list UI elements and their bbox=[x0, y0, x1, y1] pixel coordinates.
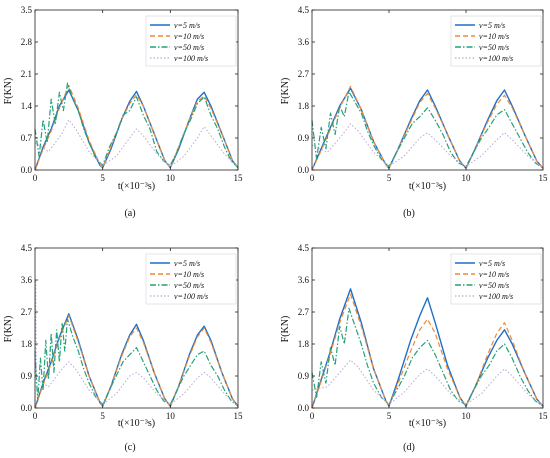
y-axis-label: F(KN) bbox=[3, 78, 14, 105]
y-tick-label: 3.5 bbox=[21, 5, 33, 15]
legend-label: v=5 m/s bbox=[479, 21, 505, 30]
series-line-2 bbox=[34, 315, 239, 409]
x-tick-label: 0 bbox=[310, 173, 315, 183]
series-line-1 bbox=[311, 288, 544, 409]
legend-label: v=5 m/s bbox=[174, 259, 200, 268]
x-tick-label: 10 bbox=[462, 173, 472, 183]
legend-label: v=50 m/s bbox=[174, 281, 204, 290]
legend: v=5 m/s v=10 m/s v=50 m/s v=100 m/s bbox=[450, 253, 542, 305]
x-tick-label: 10 bbox=[166, 411, 176, 421]
y-tick-label: 2.7 bbox=[298, 307, 310, 317]
x-tick-label: 10 bbox=[462, 411, 472, 421]
legend-label: v=50 m/s bbox=[479, 281, 509, 290]
x-tick-label: 10 bbox=[166, 173, 176, 183]
series-line-4 bbox=[34, 279, 239, 409]
y-tick-label: 4.5 bbox=[298, 243, 310, 253]
series-line-3 bbox=[311, 91, 544, 169]
y-tick-label: 2.7 bbox=[21, 307, 33, 317]
y-tick-label: 1.8 bbox=[298, 339, 310, 349]
x-tick-label: 15 bbox=[234, 173, 244, 183]
legend-label: v=10 m/s bbox=[479, 32, 509, 41]
panel-caption: (a) bbox=[124, 208, 135, 219]
y-tick-label: 0.9 bbox=[298, 371, 310, 381]
y-tick-label: 0.0 bbox=[298, 165, 310, 175]
x-axis-label: t(×10⁻³s) bbox=[118, 181, 155, 192]
y-tick-label: 4.5 bbox=[298, 5, 310, 15]
series-line-3 bbox=[34, 82, 239, 169]
legend-label: v=10 m/s bbox=[479, 270, 509, 279]
series-line-2 bbox=[311, 85, 544, 171]
legend-label: v=100 m/s bbox=[479, 292, 513, 301]
x-tick-label: 15 bbox=[539, 411, 549, 421]
legend-label: v=50 m/s bbox=[174, 43, 204, 52]
chart-panel-1: 0.0 0.7 1.4 2.1 2.8 3.5 0 5 10 15 t(×10⁻³s) F(KN) v=… bbox=[3, 5, 243, 219]
y-tick-label: 0.0 bbox=[298, 403, 310, 413]
legend: v=5 m/s v=10 m/s v=50 m/s v=100 m/s bbox=[450, 15, 542, 67]
y-tick-label: 2.1 bbox=[21, 69, 32, 79]
legend: v=5 m/s v=10 m/s v=50 m/s v=100 m/s bbox=[145, 15, 237, 67]
y-axis-label: F(KN) bbox=[280, 316, 291, 343]
x-tick-label: 0 bbox=[33, 173, 38, 183]
series-line-1 bbox=[311, 87, 544, 171]
plot-frame bbox=[311, 247, 544, 409]
series-line-3 bbox=[34, 318, 239, 407]
x-axis-label: t(×10⁻³s) bbox=[409, 418, 446, 429]
legend-label: v=5 m/s bbox=[479, 259, 505, 268]
y-tick-label: 3.6 bbox=[298, 275, 310, 285]
chart-panel-2: 0.0 0.9 1.8 2.7 3.6 4.5 0 5 10 15 t(×10⁻³s) F(KN) v=… bbox=[280, 5, 548, 219]
panel-caption: (d) bbox=[403, 442, 415, 453]
series-line-1 bbox=[34, 313, 239, 409]
x-tick-label: 15 bbox=[539, 173, 549, 183]
x-tick-label: 5 bbox=[100, 411, 105, 421]
series-line-1 bbox=[34, 89, 239, 171]
x-axis-label: t(×10⁻³s) bbox=[118, 418, 155, 429]
legend-label: v=50 m/s bbox=[479, 43, 509, 52]
legend-label: v=100 m/s bbox=[174, 54, 208, 63]
legend-label: v=10 m/s bbox=[174, 270, 204, 279]
y-axis-label: F(KN) bbox=[3, 316, 14, 343]
y-tick-label: 1.8 bbox=[298, 101, 310, 111]
y-tick-label: 4.5 bbox=[21, 243, 33, 253]
y-tick-label: 0.0 bbox=[21, 165, 33, 175]
series-line-4 bbox=[311, 359, 544, 407]
y-tick-label: 2.7 bbox=[298, 69, 310, 79]
x-axis-label: t(×10⁻³s) bbox=[409, 181, 446, 192]
x-tick-label: 15 bbox=[234, 411, 244, 421]
x-tick-label: 5 bbox=[387, 173, 392, 183]
chart-panel-4: 0.0 0.9 1.8 2.7 3.6 4.5 0 5 10 15 t(×10⁻³s) F(KN) v=… bbox=[280, 243, 548, 453]
legend-label: v=100 m/s bbox=[479, 54, 513, 63]
x-tick-label: 5 bbox=[100, 173, 105, 183]
series-line-3 bbox=[311, 307, 544, 407]
panel-caption: (c) bbox=[124, 442, 135, 453]
y-tick-label: 0.9 bbox=[21, 371, 33, 381]
x-tick-label: 5 bbox=[387, 411, 392, 421]
plot-frame bbox=[311, 9, 544, 171]
y-tick-label: 3.6 bbox=[21, 275, 33, 285]
plot-frame bbox=[34, 9, 239, 171]
y-tick-label: 1.8 bbox=[21, 339, 33, 349]
y-tick-label: 0.7 bbox=[21, 133, 33, 143]
plot-frame bbox=[34, 247, 239, 409]
series-line-4 bbox=[34, 119, 239, 169]
legend: v=5 m/s v=10 m/s v=50 m/s v=100 m/s bbox=[145, 253, 237, 305]
y-tick-label: 0.0 bbox=[21, 403, 33, 413]
y-axis-label: F(KN) bbox=[280, 78, 291, 105]
series-line-4 bbox=[311, 123, 544, 169]
y-tick-label: 1.4 bbox=[21, 101, 33, 111]
panel-caption: (b) bbox=[403, 208, 415, 219]
legend-label: v=100 m/s bbox=[174, 292, 208, 301]
legend-label: v=10 m/s bbox=[174, 32, 204, 41]
x-tick-label: 0 bbox=[310, 411, 315, 421]
legend-label: v=5 m/s bbox=[174, 21, 200, 30]
y-tick-label: 3.6 bbox=[298, 37, 310, 47]
y-tick-label: 0.9 bbox=[298, 133, 310, 143]
y-tick-label: 2.8 bbox=[21, 37, 33, 47]
x-tick-label: 0 bbox=[33, 411, 38, 421]
chart-panel-3: 0.0 0.9 1.8 2.7 3.6 4.5 0 5 10 15 t(×10⁻³s) F(KN) v=… bbox=[3, 243, 243, 453]
series-line-2 bbox=[311, 293, 544, 409]
